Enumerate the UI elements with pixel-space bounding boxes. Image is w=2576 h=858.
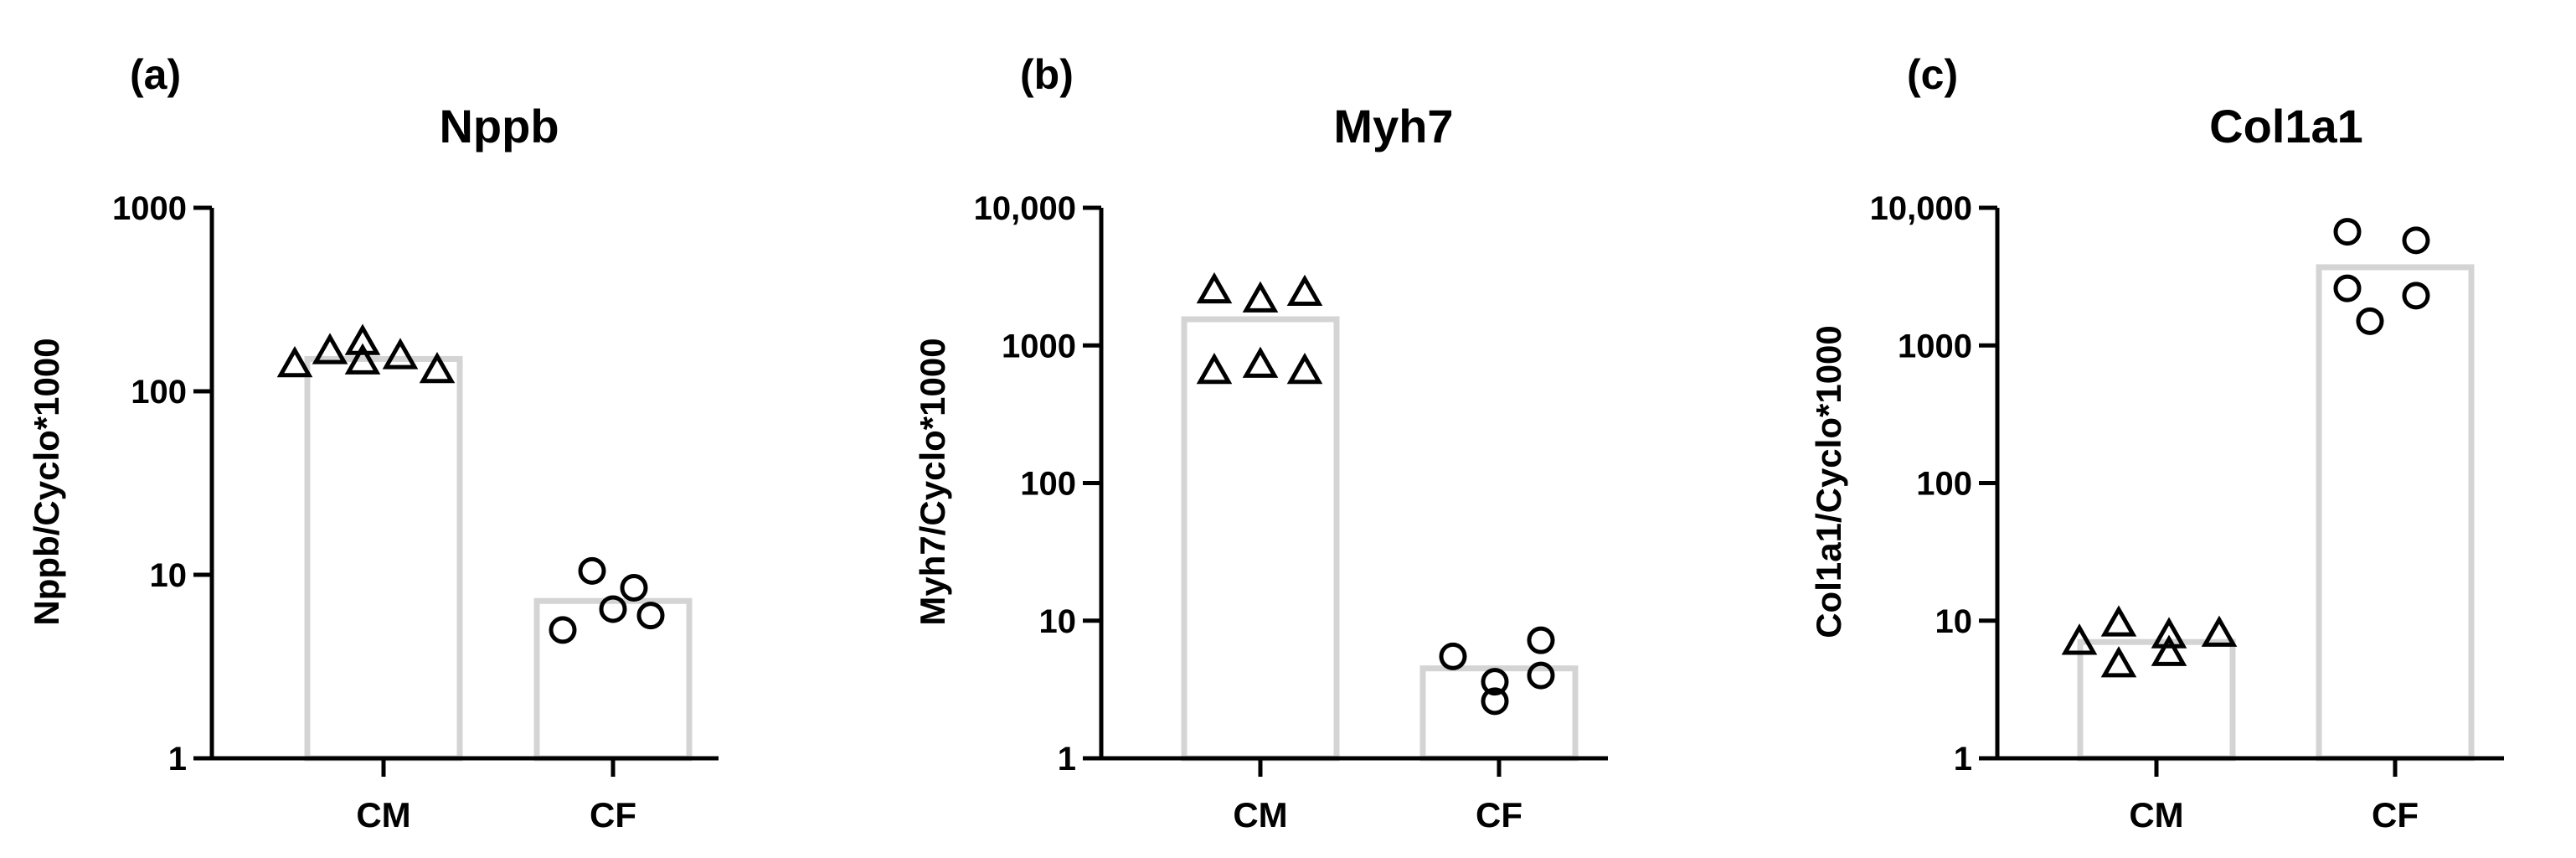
chart-title: Col1a1 — [2209, 100, 2363, 152]
data-point-cm — [1242, 346, 1279, 378]
x-tick-label-cm: CM — [2129, 795, 2183, 835]
data-point-cf — [1481, 668, 1509, 696]
bar-cf — [2316, 264, 2475, 762]
data-point-cm — [344, 343, 381, 375]
data-point-cm — [344, 323, 381, 355]
y-tick-label: 10,000 — [974, 190, 1076, 227]
data-point-cf — [636, 602, 665, 630]
data-point-cf — [2402, 282, 2430, 310]
chart-title: Nppb — [439, 100, 559, 152]
bar-cm — [1181, 316, 1340, 762]
x-tick-label-cf: CF — [590, 795, 636, 835]
data-point-cf — [2333, 274, 2362, 302]
x-tick-label-cm: CM — [356, 795, 410, 835]
bar-cm — [304, 355, 463, 762]
data-point-cf — [578, 556, 606, 585]
y-tick-label: 1 — [1058, 741, 1076, 778]
data-point-cm — [2151, 617, 2187, 649]
y-tick-label: 10 — [1039, 603, 1077, 640]
chart-title: Myh7 — [1333, 100, 1453, 152]
data-point-cm — [1242, 281, 1279, 313]
data-point-cf — [2402, 226, 2430, 255]
data-point-cm — [1196, 271, 1233, 304]
y-axis-label: Nppb/Cyclo*1000 — [27, 338, 66, 625]
y-tick-label: 10 — [150, 557, 188, 594]
data-point-cf — [1527, 661, 1555, 690]
data-point-cm — [2100, 605, 2137, 637]
y-tick-label: 10,000 — [1870, 190, 1972, 227]
panel-label: (c) — [1907, 51, 1958, 98]
data-point-cf — [2333, 218, 2362, 246]
data-point-cm — [2151, 634, 2187, 666]
data-point-cm — [382, 338, 419, 370]
chart-panel-2: (b) Myh7 Myh7/Cyclo*1000 1 10 100 1000 10,000 CM… — [913, 51, 1608, 835]
y-tick-label: 100 — [1916, 466, 1972, 503]
y-tick-label: 1000 — [1898, 328, 1972, 364]
data-point-cm — [419, 352, 456, 384]
panel-label: (b) — [1020, 51, 1074, 98]
data-point-cm — [2201, 615, 2238, 647]
bar-cf — [533, 597, 693, 762]
data-point-cm — [1286, 352, 1323, 385]
data-point-cm — [2061, 623, 2098, 655]
data-point-cf — [1439, 642, 1467, 670]
y-tick-label: 1 — [1954, 741, 1972, 778]
data-point-cm — [312, 333, 348, 364]
y-tick-label: 1 — [168, 741, 187, 778]
panel-label: (a) — [130, 51, 181, 98]
x-tick-label-cf: CF — [1476, 795, 1522, 835]
data-point-cf — [1527, 626, 1555, 654]
data-point-cm — [1196, 352, 1233, 385]
x-tick-label-cm: CM — [1233, 795, 1287, 835]
x-tick-label-cf: CF — [2372, 795, 2419, 835]
data-point-cm — [2100, 646, 2137, 678]
y-tick-label: 1000 — [112, 190, 187, 227]
data-point-cf — [1481, 687, 1509, 716]
data-point-cf — [599, 595, 627, 623]
y-tick-label: 100 — [1020, 466, 1076, 503]
chart-panel-3: (c) Col1a1 Col1a1/Cyclo*1000 1 10 100 1000 10,0… — [1809, 51, 2504, 835]
data-point-cm — [1286, 274, 1323, 307]
y-tick-label: 100 — [131, 374, 187, 411]
data-point-cf — [620, 573, 648, 602]
y-axis-label: Col1a1/Cyclo*1000 — [1809, 325, 1848, 638]
data-point-cf — [2356, 307, 2384, 335]
data-point-cm — [276, 345, 313, 378]
data-point-cf — [549, 616, 577, 644]
y-tick-label: 1000 — [1002, 328, 1076, 364]
y-axis-label: Myh7/Cyclo*1000 — [913, 338, 952, 625]
y-tick-label: 10 — [1935, 603, 1973, 640]
chart-panel-1: (a) Nppb Nppb/Cyclo*1000 1 10 100 1000 CM CF — [27, 51, 719, 835]
